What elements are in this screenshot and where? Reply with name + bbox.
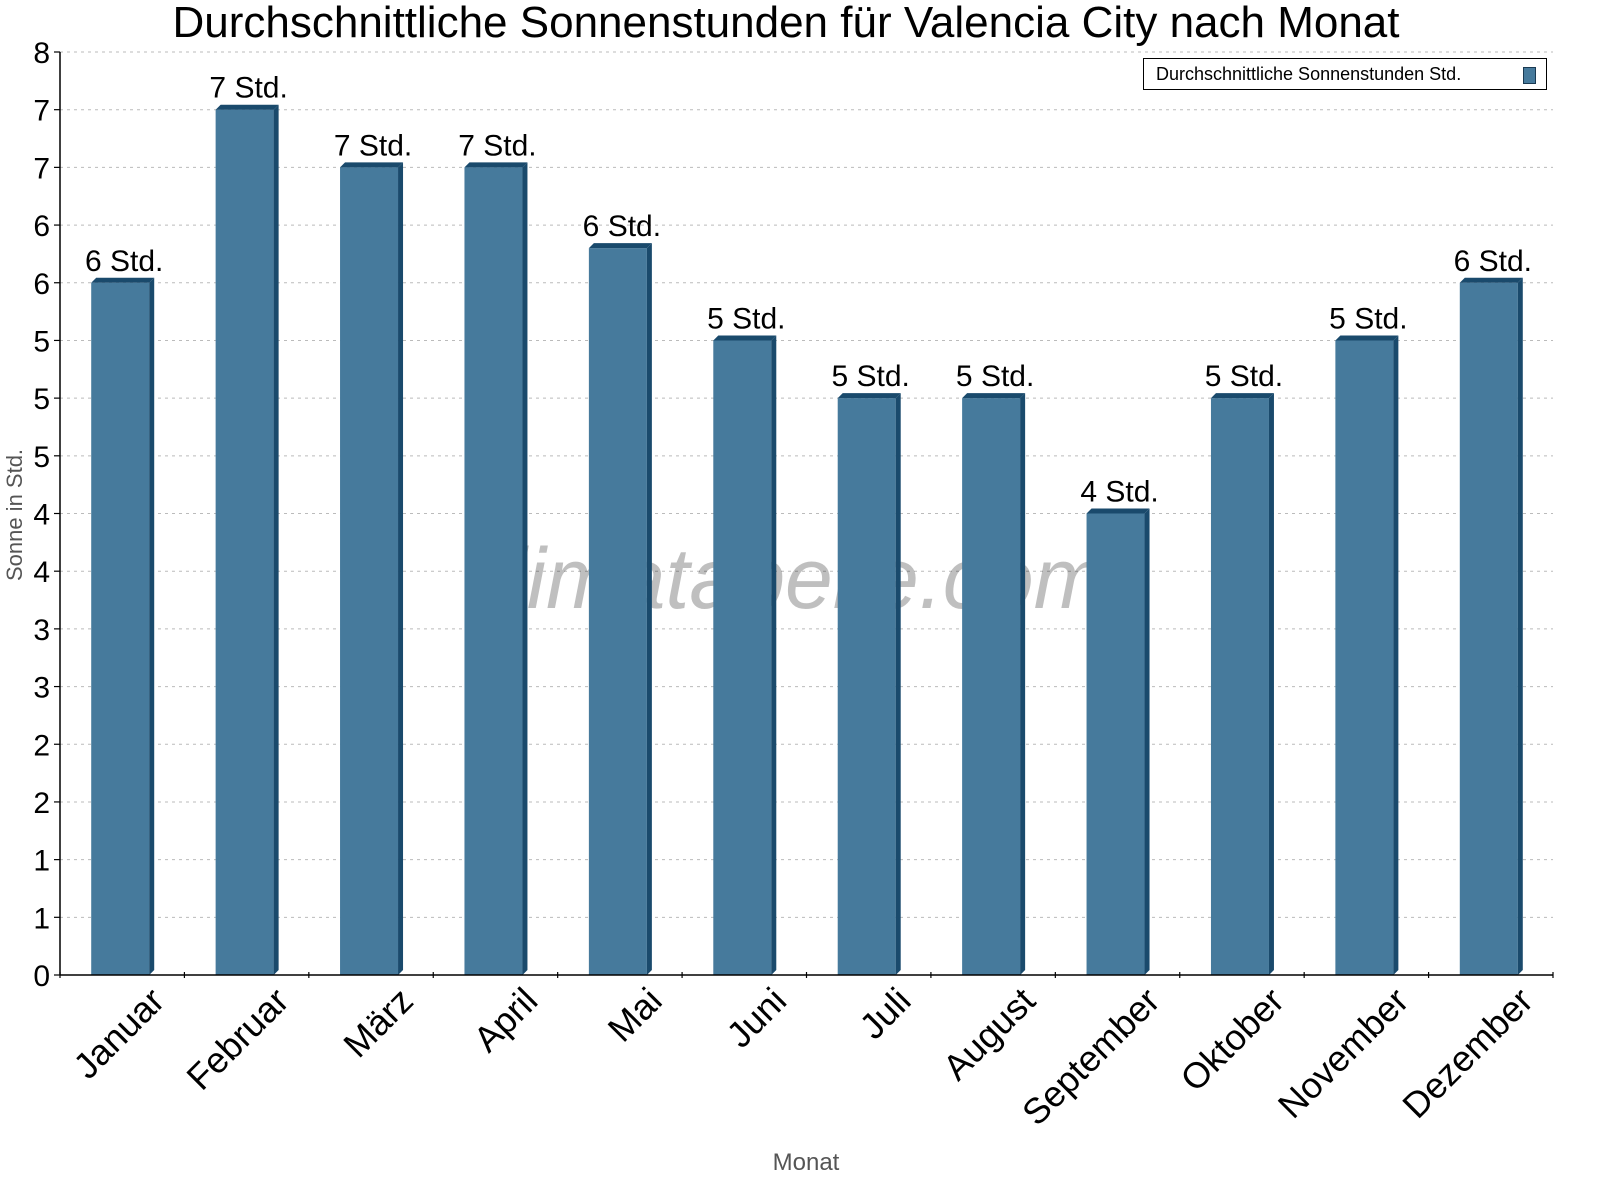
y-tick-label: 5: [33, 325, 50, 358]
bar-august: 5 Std.: [956, 360, 1034, 975]
bar-april: 7 Std.: [458, 129, 537, 975]
legend: Durchschnittliche Sonnenstunden Std.: [1143, 58, 1547, 90]
y-tick-label: 8: [33, 37, 50, 70]
data-label: 5 Std.: [956, 360, 1034, 393]
x-tick-label: Juni: [718, 980, 794, 1056]
y-tick-label: 6: [33, 268, 50, 301]
x-tick-label: Dezember: [1394, 980, 1540, 1126]
y-tick-label: 1: [33, 902, 50, 935]
data-label: 7 Std.: [209, 72, 287, 105]
x-axis-labels: Januar Februar März April Mai Juni Juli AugustS…: [59, 972, 1554, 1133]
bar-november: 5 Std.: [1329, 302, 1408, 975]
data-label: 4 Std.: [1080, 476, 1158, 509]
bars: 6 Std. 7 Std. 7 Std. 7 Std. 6 Std. 5 Std. 5 St…: [85, 72, 1532, 975]
y-tick-label: 1: [33, 845, 50, 878]
y-axis-label: Sonne in Std.: [2, 449, 27, 581]
y-tick-label: 6: [33, 210, 50, 243]
data-label: 5 Std.: [1329, 302, 1407, 335]
x-tick-label: März: [335, 980, 421, 1066]
y-tick-label: 3: [33, 614, 50, 647]
data-label: 6 Std.: [85, 245, 163, 278]
y-axis-ticks: 0 1 1 2 2 3 3 4 4 5 5 5 6 6 7 7 8: [33, 37, 60, 993]
y-tick-label: 7: [33, 152, 50, 185]
data-label: 7 Std.: [458, 129, 536, 162]
y-tick-label: 2: [33, 729, 50, 762]
x-tick-label: April: [465, 980, 545, 1060]
bar-februar: 7 Std.: [209, 72, 288, 975]
x-tick-label: Oktober: [1172, 980, 1292, 1100]
data-label: 6 Std.: [583, 210, 661, 243]
y-tick-label: 3: [33, 672, 50, 705]
y-tick-label: 5: [33, 441, 50, 474]
x-tick-label: Februar: [178, 980, 296, 1098]
data-label: 5 Std.: [707, 302, 785, 335]
x-tick-label: August: [935, 980, 1043, 1088]
bar-dezember: 6 Std.: [1454, 245, 1532, 975]
y-tick-label: 2: [33, 787, 50, 820]
bar-märz: 7 Std.: [334, 129, 412, 975]
x-tick-label: Mai: [600, 980, 670, 1050]
bar-mai: 6 Std.: [583, 210, 661, 975]
y-tick-label: 0: [33, 960, 50, 993]
x-tick-label: November: [1270, 980, 1416, 1126]
y-tick-label: 7: [33, 95, 50, 128]
data-label: 7 Std.: [334, 129, 412, 162]
x-tick-label: Januar: [65, 980, 172, 1087]
legend-label: Durchschnittliche Sonnenstunden Std.: [1156, 64, 1462, 84]
data-label: 6 Std.: [1454, 245, 1532, 278]
y-tick-label: 5: [33, 383, 50, 416]
y-tick-label: 4: [33, 556, 50, 589]
y-tick-label: 4: [33, 499, 50, 532]
chart-title: Durchschnittliche Sonnenstunden für Vale…: [172, 0, 1400, 47]
legend-swatch: [1523, 67, 1536, 84]
bar-september: 4 Std.: [1080, 476, 1159, 975]
x-axis-label: Monat: [773, 1149, 840, 1176]
x-tick-label: Juli: [851, 980, 918, 1047]
bar-juli: 5 Std.: [832, 360, 910, 975]
bar-juni: 5 Std.: [707, 302, 785, 975]
gridlines: [60, 51, 1553, 918]
data-label: 5 Std.: [1205, 360, 1283, 393]
bar-oktober: 5 Std.: [1205, 360, 1283, 975]
data-label: 5 Std.: [832, 360, 910, 393]
bar-januar: 6 Std.: [85, 245, 163, 975]
